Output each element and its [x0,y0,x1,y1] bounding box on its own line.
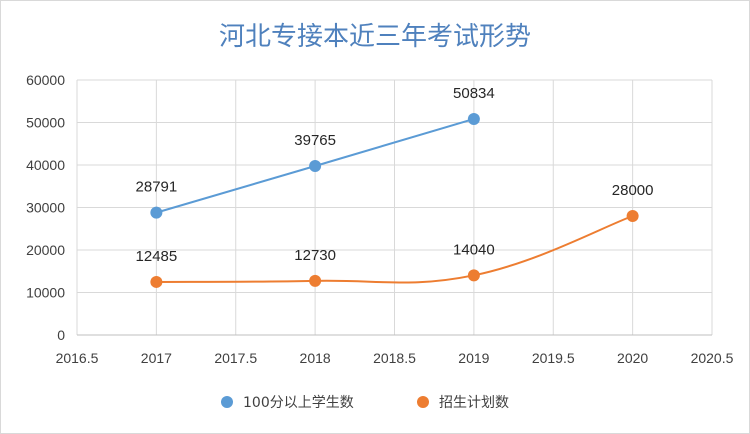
data-point [467,269,480,282]
legend-marker [417,396,429,408]
y-tick-label: 0 [57,327,65,343]
data-point [626,210,639,222]
data-label: 39765 [294,132,336,149]
x-tick-label: 2016.5 [56,350,99,366]
series-0: 28791 39765 50834 [136,85,495,219]
x-tick-label: 2020 [617,350,648,366]
x-tick-label: 2017.5 [214,350,257,366]
x-tick-label: 2018.5 [373,350,416,366]
x-tick-label: 2019.5 [532,350,575,366]
x-tick-label: 2020.5 [691,350,734,366]
legend: 100分以上学生数 招生计划数 [221,395,509,411]
legend-label: 100分以上学生数 [243,395,354,411]
data-label: 50834 [453,85,495,102]
y-tick-label: 20000 [26,242,65,258]
data-label: 12485 [136,248,178,265]
x-tick-label: 2018 [300,350,331,366]
y-tick-label: 50000 [26,115,65,131]
y-tick-label: 30000 [26,200,65,216]
data-point [150,206,163,219]
chart-title: 河北专接本近三年考试形势 [219,22,531,52]
y-tick-label: 10000 [26,285,65,301]
data-point [309,274,322,287]
x-tick-label: 2019 [458,350,489,366]
y-tick-label: 40000 [26,157,65,173]
legend-label: 招生计划数 [439,395,509,411]
series-layer: 28791 39765 50834 12485 12730 14040 28000 [136,85,654,288]
series-1: 12485 12730 14040 28000 [136,182,654,288]
series-line [156,215,633,284]
legend-marker [221,396,233,408]
x-tick-label: 2017 [141,350,172,366]
axes: 2016.5 2017 2017.5 2018 2018.5 2019 2019.5 2020… [26,72,734,366]
data-point [467,112,480,125]
data-label: 12730 [294,247,336,264]
data-point [150,275,163,288]
data-label: 28791 [136,179,178,196]
data-label: 28000 [612,182,654,199]
y-tick-label: 60000 [26,72,65,88]
data-label: 14040 [453,241,495,258]
data-point [309,159,322,172]
